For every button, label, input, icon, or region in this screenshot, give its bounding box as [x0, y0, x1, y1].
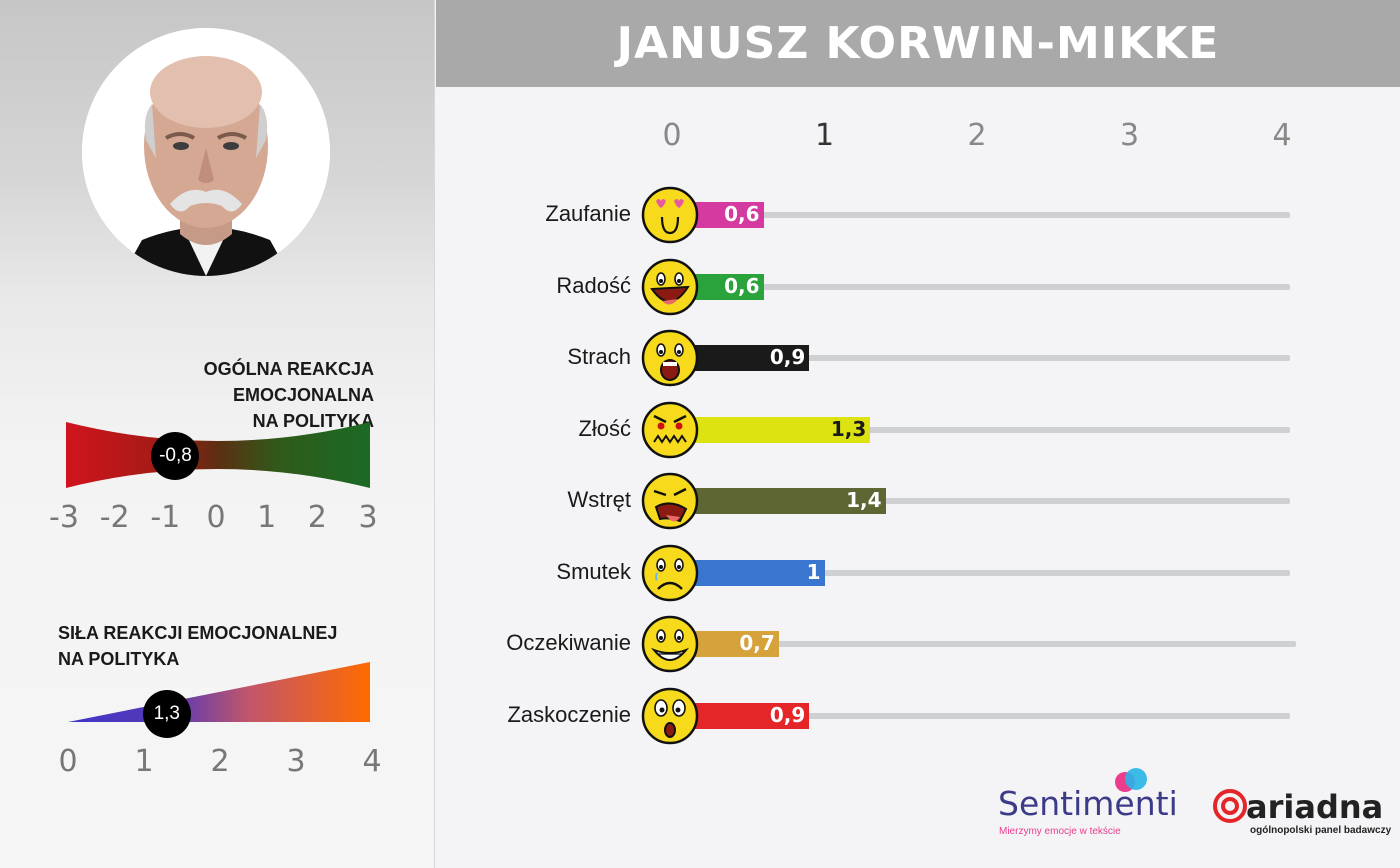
- ariadna-logo-tagline: ogólnopolski panel badawczy: [1250, 825, 1392, 836]
- in-love-emoji-icon: [640, 185, 700, 245]
- overall-title-line1: OGÓLNA REAKCJA EMOCJONALNA: [203, 359, 374, 405]
- bar-value-label: 0,9: [769, 345, 806, 369]
- laughing-emoji-icon: [640, 257, 700, 317]
- category-label: Smutek: [556, 558, 631, 584]
- bar-track: [690, 498, 1290, 504]
- bar-zaufanie: [690, 202, 764, 228]
- sentimenti-logo-tagline: Mierzymy emocje w tekście: [999, 826, 1121, 837]
- category-label: Strach: [567, 344, 631, 369]
- x-axis-tick: 3: [1119, 118, 1140, 153]
- bar-value-label: 1,4: [846, 488, 882, 512]
- bar-track: [690, 283, 1290, 290]
- bar-value-label: 0,9: [769, 702, 806, 727]
- bar-track: [690, 212, 1290, 218]
- bar-track: [690, 355, 1290, 361]
- grinning-emoji-icon: [640, 614, 700, 674]
- strength-gauge: [68, 662, 370, 722]
- x-axis-tick: 2: [967, 118, 987, 153]
- bar-wstręt: [690, 488, 886, 514]
- bar-value-label: 0,6: [724, 273, 760, 298]
- sentimenti-logo-name: Sentimenti: [998, 784, 1178, 823]
- politician-photo: [82, 28, 330, 276]
- bar-value-label: 0,7: [739, 631, 775, 655]
- overall-reaction-gauge: [66, 422, 370, 488]
- scale-tick-label: 0: [58, 744, 78, 779]
- panel-divider: [434, 0, 435, 868]
- bar-radość: [690, 273, 764, 300]
- bar-value-label: 1: [806, 559, 821, 584]
- scared-emoji-icon: [640, 328, 700, 388]
- scale-tick-label: 2: [307, 500, 327, 535]
- ariadna-logo-name: ariadna: [1246, 788, 1384, 826]
- sentimenti-logo-icon: [1115, 768, 1147, 792]
- strength-title-line2: NA POLITYKA: [58, 649, 180, 669]
- bar-strach: [690, 345, 810, 371]
- category-label: Zaufanie: [545, 201, 631, 226]
- bar-smutek: [690, 559, 825, 586]
- strength-title-line1: SIŁA REAKCJI EMOCJONALNEJ: [58, 623, 338, 643]
- page-title: JANUSZ KORWIN-MIKKE: [436, 0, 1400, 87]
- strength-value-marker: 1,3: [142, 690, 191, 738]
- scale-tick-label: 0: [206, 500, 226, 535]
- overall-reaction-title: OGÓLNA REAKCJA EMOCJONALNA NA POLITYKA: [60, 356, 374, 434]
- bar-złość: [690, 416, 871, 443]
- category-label: Wstręt: [567, 487, 631, 512]
- bar-track: [690, 641, 1296, 647]
- overall-value-label: -0,8: [159, 445, 192, 466]
- overall-value-marker: -0,8: [151, 432, 200, 480]
- x-axis-tick: 1: [814, 118, 835, 153]
- category-label: Radość: [556, 272, 631, 298]
- category-label: Zaskoczenie: [507, 701, 631, 727]
- scale-tick-label: -2: [99, 500, 130, 535]
- scale-tick-label: -1: [150, 500, 181, 535]
- surprised-emoji-icon: [640, 686, 700, 746]
- scale-tick-label: 3: [358, 500, 378, 535]
- strength-reaction-title: SIŁA REAKCJI EMOCJONALNEJ NA POLITYKA: [58, 620, 398, 672]
- scale-tick-label: 4: [362, 744, 382, 779]
- bar-oczekiwanie: [690, 631, 779, 657]
- disgusted-emoji-icon: [640, 471, 700, 531]
- bar-value-label: 0,6: [724, 202, 760, 226]
- scale-tick-label: 2: [210, 744, 230, 779]
- bar-track: [690, 426, 1290, 433]
- bar-track: [690, 569, 1290, 576]
- overall-title-line2: NA POLITYKA: [252, 411, 374, 431]
- strength-value-label: 1,3: [153, 703, 180, 724]
- category-label: Złość: [578, 415, 631, 441]
- scale-tick-label: -3: [49, 500, 79, 535]
- x-axis-tick: 4: [1272, 118, 1292, 153]
- scale-tick-label: 1: [134, 744, 154, 779]
- ariadna-logo-icon: [1213, 789, 1247, 823]
- scale-tick-label: 3: [286, 744, 306, 779]
- sad-emoji-icon: [640, 543, 700, 603]
- angry-emoji-icon: [640, 400, 700, 460]
- category-label: Oczekiwanie: [506, 630, 631, 655]
- bar-zaskoczenie: [690, 702, 810, 729]
- bar-track: [690, 712, 1290, 719]
- scale-tick-label: 1: [257, 500, 277, 535]
- x-axis-tick: 0: [662, 118, 682, 153]
- bar-value-label: 1,3: [830, 416, 867, 441]
